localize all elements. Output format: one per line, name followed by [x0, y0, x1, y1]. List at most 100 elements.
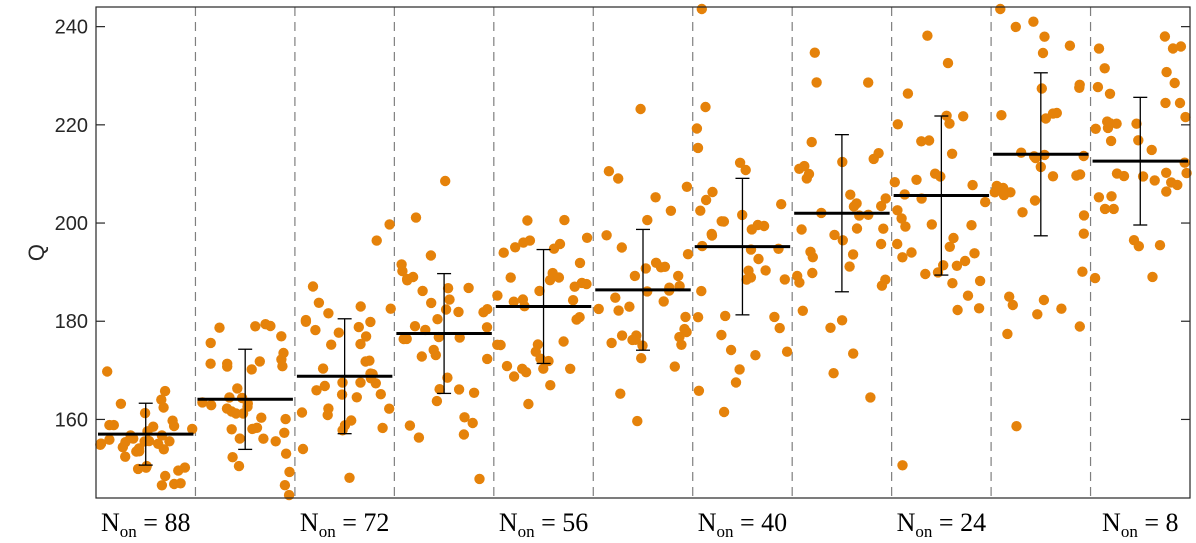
data-point [139, 436, 150, 447]
data-point [336, 389, 348, 400]
data-point [1028, 151, 1040, 162]
data-point [377, 422, 388, 434]
data-point [892, 238, 903, 250]
data-point [233, 460, 245, 472]
data-point [911, 174, 922, 185]
data-point [440, 304, 452, 315]
data-point [1179, 157, 1190, 168]
data-point [863, 209, 874, 220]
data-point [750, 350, 761, 361]
data-point [974, 275, 986, 287]
data-point [1146, 144, 1157, 156]
data-point [669, 361, 680, 372]
data-point [355, 301, 366, 312]
data-point [206, 400, 217, 411]
data-point [951, 260, 963, 271]
data-point [952, 304, 963, 316]
data-point [1074, 169, 1086, 180]
data-point [613, 305, 624, 316]
data-point [344, 472, 355, 483]
data-point [892, 119, 903, 130]
data-point [1092, 81, 1104, 93]
data-point [1039, 31, 1050, 42]
data-point [323, 403, 334, 414]
data-point [847, 249, 859, 260]
data-point [1118, 170, 1130, 182]
data-point [1161, 186, 1172, 197]
data-point [606, 337, 617, 349]
data-point [1154, 240, 1166, 251]
data-point [948, 232, 959, 244]
data-point [317, 363, 329, 374]
data-point [517, 363, 528, 374]
data-point [1004, 291, 1015, 302]
data-point [1174, 97, 1186, 109]
data-point [989, 187, 1000, 198]
data-point [508, 296, 519, 307]
data-point [616, 242, 627, 253]
data-point [769, 311, 780, 323]
data-point [432, 314, 443, 325]
data-point [1074, 321, 1086, 332]
data-point [1017, 207, 1028, 218]
data-point [944, 241, 955, 252]
data-point [1016, 147, 1027, 158]
data-point [128, 433, 139, 444]
x-tick-label: Non = 56 [499, 508, 588, 541]
data-point [246, 364, 257, 375]
data-point [980, 196, 991, 208]
data-point [498, 247, 509, 258]
data-point [360, 356, 371, 367]
data-point [1172, 179, 1183, 191]
data-point [326, 339, 337, 350]
data-point [629, 270, 641, 282]
data-point [1161, 66, 1172, 78]
data-point [1037, 47, 1049, 59]
data-point [692, 142, 704, 154]
data-point [969, 248, 980, 259]
data-point [806, 136, 817, 148]
data-point [554, 238, 566, 250]
data-point [664, 282, 675, 293]
data-point [296, 407, 308, 418]
data-point [1093, 43, 1105, 54]
data-point [809, 47, 820, 58]
y-tick-label: 180 [55, 311, 88, 333]
data-point [1093, 192, 1105, 203]
y-axis-label: Q [24, 244, 49, 261]
data-point [1181, 167, 1192, 179]
data-point [878, 223, 889, 234]
data-point [401, 333, 412, 345]
x-tick-label: Non = 88 [101, 508, 190, 541]
error-bars [138, 72, 1148, 466]
data-point [897, 252, 908, 263]
data-point [120, 451, 131, 462]
data-point [278, 347, 289, 359]
data-point [730, 377, 742, 388]
data-point [946, 148, 958, 159]
data-point [226, 424, 237, 435]
data-point [613, 173, 624, 184]
data-point [222, 358, 233, 369]
data-point [896, 213, 907, 224]
data-point [1147, 271, 1158, 283]
data-point [1149, 175, 1160, 186]
data-point [799, 160, 810, 172]
data-point [307, 281, 319, 292]
data-point [277, 361, 288, 372]
data-point [848, 201, 860, 212]
data-point [474, 473, 485, 485]
data-point [444, 294, 455, 305]
data-point [581, 232, 593, 243]
data-point [1169, 77, 1180, 89]
data-point [959, 255, 971, 267]
data-point [254, 356, 265, 367]
data-point [224, 392, 235, 403]
data-point [873, 148, 884, 159]
data-point [848, 348, 859, 359]
data-point [880, 274, 891, 285]
data-point [1002, 328, 1013, 340]
data-point [851, 223, 863, 234]
data-point [753, 253, 764, 265]
